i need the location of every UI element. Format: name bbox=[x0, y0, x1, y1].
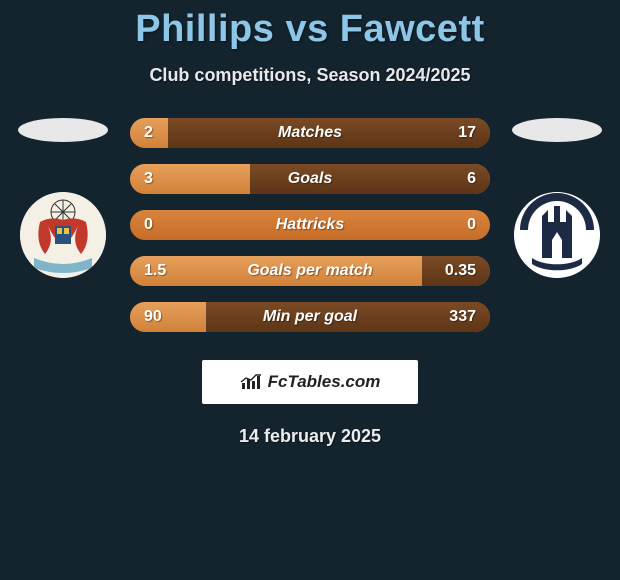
stat-label: Goals per match bbox=[190, 262, 430, 280]
stat-left-value: 2 bbox=[130, 124, 190, 142]
stat-label: Min per goal bbox=[190, 308, 430, 326]
brand-chart-icon bbox=[240, 373, 262, 391]
stat-row: 3Goals6 bbox=[130, 164, 490, 194]
stat-label: Goals bbox=[190, 170, 430, 188]
club-right-crest bbox=[514, 192, 600, 278]
page-subtitle: Club competitions, Season 2024/2025 bbox=[0, 65, 620, 86]
stat-row: 2Matches17 bbox=[130, 118, 490, 148]
content-date: 14 february 2025 bbox=[0, 426, 620, 447]
brand-box[interactable]: FcTables.com bbox=[202, 360, 418, 404]
stat-label: Matches bbox=[190, 124, 430, 142]
stat-row: 0Hattricks0 bbox=[130, 210, 490, 240]
left-side bbox=[8, 118, 118, 278]
stat-left-value: 1.5 bbox=[130, 262, 190, 280]
brand-label: FcTables.com bbox=[268, 372, 381, 392]
stat-label: Hattricks bbox=[190, 216, 430, 234]
stat-left-value: 90 bbox=[130, 308, 190, 326]
stat-right-value: 337 bbox=[430, 308, 490, 326]
player-right-avatar bbox=[512, 118, 602, 142]
main-content: 2Matches17 3Goals6 0Hattricks0 1.5Goals per… bbox=[0, 118, 620, 348]
stat-left-value: 3 bbox=[130, 170, 190, 188]
stat-row: 1.5Goals per match0.35 bbox=[130, 256, 490, 286]
stat-left-value: 0 bbox=[130, 216, 190, 234]
stat-right-value: 0 bbox=[430, 216, 490, 234]
club-left-crest bbox=[20, 192, 106, 278]
club-right-crest-svg bbox=[514, 192, 600, 278]
stat-right-value: 6 bbox=[430, 170, 490, 188]
stat-row: 90Min per goal337 bbox=[130, 302, 490, 332]
right-side bbox=[502, 118, 612, 278]
player-left-avatar bbox=[18, 118, 108, 142]
stats-panel: 2Matches17 3Goals6 0Hattricks0 1.5Goals per… bbox=[118, 118, 502, 348]
stat-right-value: 17 bbox=[430, 124, 490, 142]
club-left-crest-svg bbox=[20, 192, 106, 278]
page-title: Phillips vs Fawcett bbox=[0, 0, 620, 51]
stat-right-value: 0.35 bbox=[430, 262, 490, 280]
